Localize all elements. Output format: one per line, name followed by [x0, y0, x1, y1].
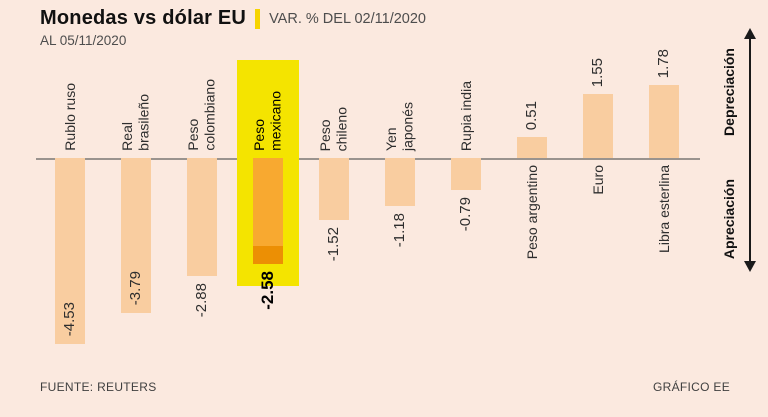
arrow-up-icon	[744, 28, 756, 39]
bar	[55, 158, 85, 344]
bar-category-label: Yen japonés	[383, 101, 416, 151]
bar	[319, 158, 349, 220]
bar-value: -2.58	[257, 271, 277, 310]
depreciation-label: Depreciación	[721, 48, 738, 136]
zero-axis-line	[36, 158, 700, 160]
bar	[649, 85, 679, 158]
chart-title: Monedas vs dólar EU	[40, 7, 247, 29]
bar-category-label: Peso argentino	[523, 165, 540, 260]
bar-value: -2.88	[193, 283, 211, 318]
bar-category-label: Rupia india	[457, 80, 474, 151]
bar-value: -1.52	[325, 227, 343, 262]
credit-label: GRÁFICO EE	[652, 380, 730, 394]
appreciation-label: Apreciación	[721, 178, 738, 260]
bar-cap	[253, 246, 283, 264]
arrow-down-icon	[744, 261, 756, 272]
bar-category-label: Euro	[589, 165, 606, 195]
bar	[583, 94, 613, 158]
bar	[121, 158, 151, 313]
bar	[385, 158, 415, 206]
bar-category-label: Peso mexicano	[251, 91, 284, 151]
source-label: FUENTE: REUTERS	[40, 380, 157, 394]
bar-category-label: Peso chileno	[317, 106, 350, 151]
depreciation-label-box: Depreciación	[721, 28, 738, 156]
bar-category-label: Real brasileño	[119, 94, 152, 151]
depreciation-appreciation-arrow	[744, 28, 756, 272]
bar-value-box: 1.78	[624, 0, 704, 78]
footer: FUENTE: REUTERS GRÁFICO EE	[40, 380, 730, 394]
bar-value: -0.79	[457, 197, 475, 232]
bar	[451, 158, 481, 190]
as-of-date: AL 05/11/2020	[40, 33, 127, 48]
title-separator	[255, 8, 261, 29]
bar-category-label: Libra esterlina	[655, 165, 672, 253]
header: Monedas vs dólar EU VAR. % DEL 02/11/202…	[40, 7, 426, 30]
bar	[253, 158, 283, 264]
bar-value: -1.18	[391, 213, 409, 248]
bar	[517, 137, 547, 158]
arrow-shaft	[749, 39, 751, 261]
bar-value: -3.79	[127, 270, 145, 305]
bar	[187, 158, 217, 276]
bar-category-label: Rublo ruso	[61, 83, 78, 151]
bar-label-box: Libra esterlina	[624, 165, 704, 293]
bar-value: -4.53	[61, 301, 79, 336]
bar-value: 0.51	[523, 100, 541, 130]
bar-value: 1.55	[589, 57, 607, 87]
bar-value: 1.78	[655, 48, 673, 78]
bar-category-label: Peso colombiano	[185, 79, 218, 151]
variation-label: VAR. % DEL 02/11/2020	[269, 10, 426, 27]
appreciation-label-box: Apreciación	[721, 160, 738, 278]
